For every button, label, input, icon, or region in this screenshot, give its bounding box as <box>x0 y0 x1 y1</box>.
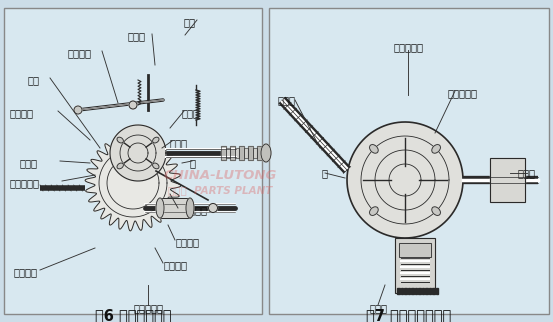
Bar <box>408 288 410 294</box>
Text: 销: 销 <box>190 158 196 168</box>
Bar <box>490 158 525 202</box>
Bar <box>400 288 403 294</box>
Text: 图7 滚轮坐及提前器: 图7 滚轮坐及提前器 <box>367 308 452 322</box>
Bar <box>234 148 239 158</box>
Ellipse shape <box>261 144 271 162</box>
Bar <box>221 146 226 160</box>
Text: 球头销: 球头销 <box>182 108 200 118</box>
Bar <box>239 146 243 160</box>
Bar <box>411 288 414 294</box>
Bar <box>399 243 431 257</box>
Ellipse shape <box>208 204 217 213</box>
Ellipse shape <box>432 145 440 153</box>
Bar <box>425 288 427 294</box>
Bar <box>160 198 190 218</box>
Bar <box>160 198 190 218</box>
Bar <box>243 148 248 158</box>
Bar <box>253 148 257 158</box>
Polygon shape <box>347 122 463 238</box>
Ellipse shape <box>432 207 440 215</box>
Bar <box>262 148 266 158</box>
Bar <box>239 146 243 160</box>
Ellipse shape <box>153 163 159 169</box>
Ellipse shape <box>117 163 123 169</box>
Polygon shape <box>110 125 166 181</box>
Text: 弹簧挂销: 弹簧挂销 <box>175 237 199 247</box>
Bar <box>415 288 417 294</box>
Bar <box>243 148 248 158</box>
Bar <box>221 146 226 160</box>
Ellipse shape <box>117 137 123 143</box>
Bar <box>253 148 257 158</box>
Text: 提前器弹簧: 提前器弹簧 <box>393 42 423 52</box>
FancyBboxPatch shape <box>269 8 549 314</box>
Text: 滚轮坐: 滚轮坐 <box>369 303 387 313</box>
Text: 调素器组件: 调素器组件 <box>178 205 208 215</box>
Bar <box>234 148 239 158</box>
Text: 调速弹簧: 调速弹簧 <box>163 260 187 270</box>
Bar <box>432 288 435 294</box>
Bar <box>257 146 262 160</box>
Text: 柱塞: 柱塞 <box>183 17 195 27</box>
Polygon shape <box>85 135 181 231</box>
Ellipse shape <box>74 106 82 114</box>
Bar <box>404 288 406 294</box>
FancyBboxPatch shape <box>4 8 262 314</box>
Bar <box>257 146 262 160</box>
Text: 图6 调速控制部分: 图6 调速控制部分 <box>95 308 171 322</box>
Text: 低压侧: 低压侧 <box>278 95 296 105</box>
Text: 控制套: 控制套 <box>128 31 146 41</box>
Ellipse shape <box>156 198 164 218</box>
Bar <box>262 148 266 158</box>
Ellipse shape <box>129 101 137 109</box>
Text: 传动齿轮: 传动齿轮 <box>10 108 34 118</box>
Text: 调速套筒: 调速套筒 <box>68 48 92 58</box>
Bar <box>418 288 420 294</box>
Text: 张力杆: 张力杆 <box>170 138 188 148</box>
Bar <box>248 146 253 160</box>
Text: 零件厂  PARTS PLANT: 零件厂 PARTS PLANT <box>168 185 272 195</box>
Text: 控制手柄: 控制手柄 <box>14 267 38 277</box>
Text: 飞锤座齿轮: 飞锤座齿轮 <box>10 178 40 188</box>
Bar <box>395 238 435 293</box>
Bar <box>230 146 234 160</box>
Text: 高压侧: 高压侧 <box>517 168 535 178</box>
Bar <box>226 148 230 158</box>
Ellipse shape <box>186 198 194 218</box>
Bar <box>248 146 253 160</box>
Text: 提前器活塞: 提前器活塞 <box>448 88 478 98</box>
Bar <box>429 288 431 294</box>
Text: 飞锤座: 飞锤座 <box>20 158 38 168</box>
Text: 飞锤: 飞锤 <box>28 75 40 85</box>
Bar <box>490 158 525 202</box>
Bar <box>397 288 399 294</box>
Ellipse shape <box>369 145 378 153</box>
Bar <box>436 288 438 294</box>
Bar <box>230 146 234 160</box>
Bar <box>226 148 230 158</box>
Text: 销: 销 <box>321 168 327 178</box>
Ellipse shape <box>153 137 159 143</box>
Text: CHINA-LUTONG: CHINA-LUTONG <box>163 168 276 182</box>
Bar <box>395 238 435 293</box>
Bar <box>399 243 431 257</box>
Text: 控制手柄轴: 控制手柄轴 <box>133 303 163 313</box>
Ellipse shape <box>369 207 378 215</box>
Bar <box>421 288 424 294</box>
